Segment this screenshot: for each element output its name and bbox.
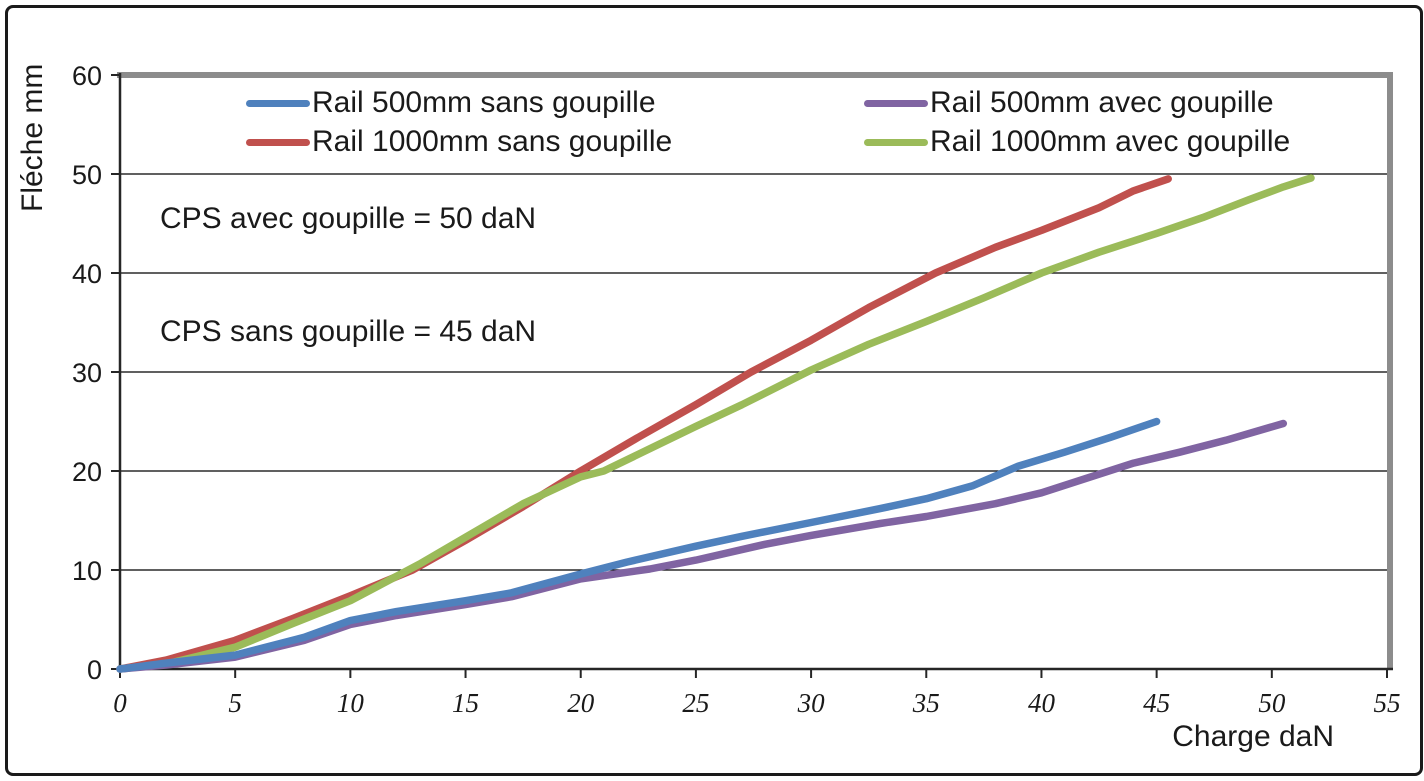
legend-item-rail-500mm-sans-goupille: Rail 500mm sans goupille (246, 86, 656, 120)
x-tick-label-30: 30 (797, 688, 826, 718)
x-tick-label-45: 45 (1143, 688, 1170, 718)
x-tick-label-55: 55 (1374, 688, 1401, 718)
chart-stage: 0 10 20 30 40 50 60 0 5 10 15 20 25 30 35 40 45 50 55 Fléc… (8, 8, 1420, 773)
legend-swatch-icon (864, 99, 928, 107)
x-tick-label-20: 20 (567, 688, 595, 718)
chart-frame: 0 10 20 30 40 50 60 0 5 10 15 20 25 30 35 40 45 50 55 Fléc… (5, 5, 1423, 776)
annotation-cps-sans-goupille: CPS sans goupille = 45 daN (160, 315, 537, 348)
series-line-rail-1000mm-sans-goupille (116, 175, 1172, 673)
x-axis-title: Charge daN (1172, 720, 1334, 753)
legend-item-rail-1000mm-avec-goupille: Rail 1000mm avec goupille (864, 125, 1290, 159)
x-tick-label-0: 0 (113, 688, 127, 718)
y-tick-label-20: 20 (72, 457, 102, 487)
y-tick-label-0: 0 (87, 655, 102, 685)
legend-swatch-icon (246, 99, 310, 107)
annotation-cps-avec-goupille: CPS avec goupille = 50 daN (160, 202, 537, 235)
x-tick-label-10: 10 (337, 688, 365, 718)
x-tick-label-25: 25 (682, 688, 709, 718)
x-tick-label-15: 15 (452, 688, 479, 718)
legend-label: Rail 500mm sans goupille (312, 86, 656, 119)
legend-swatch-icon (246, 138, 310, 146)
x-tick-label-35: 35 (912, 688, 940, 718)
legend-label: Rail 1000mm sans goupille (312, 125, 673, 158)
legend-label: Rail 500mm avec goupille (930, 86, 1274, 119)
series-line-rail-1000mm-avec-goupille (116, 174, 1315, 673)
y-tick-label-30: 30 (72, 358, 102, 388)
legend-swatch-icon (864, 138, 928, 146)
series-line-rail-500mm-sans-goupille (116, 417, 1161, 673)
y-tick-label-50: 50 (72, 160, 102, 190)
y-axis-title: Fléche mm (16, 63, 49, 212)
y-tick-label-40: 40 (72, 259, 102, 289)
x-tick-label-50: 50 (1258, 688, 1286, 718)
line-chart-plot: 0 10 20 30 40 50 60 0 5 10 15 20 25 30 35 40 45 50 55 (72, 61, 1401, 718)
legend-label: Rail 1000mm avec goupille (930, 125, 1291, 158)
legend-item-rail-1000mm-sans-goupille: Rail 1000mm sans goupille (246, 125, 672, 159)
y-tick-label-60: 60 (72, 61, 102, 91)
y-tick-label-10: 10 (72, 556, 102, 586)
legend-item-rail-500mm-avec-goupille: Rail 500mm avec goupille (864, 86, 1274, 120)
x-tick-label-40: 40 (1028, 688, 1056, 718)
x-tick-label-5: 5 (228, 688, 242, 718)
